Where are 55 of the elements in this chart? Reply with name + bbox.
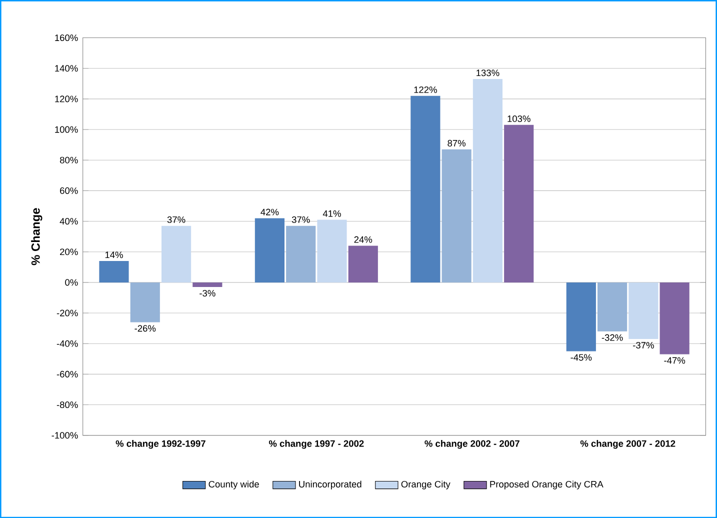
- data-label: 24%: [354, 236, 372, 243]
- bar: [317, 220, 347, 282]
- data-label: 42%: [260, 208, 279, 216]
- bar: [130, 282, 160, 322]
- data-label: 87%: [448, 140, 466, 146]
- x-tick-label: % change 1997 - 2002: [268, 440, 364, 449]
- bar: [472, 78, 503, 282]
- y-tick-label: 0%: [65, 279, 78, 286]
- bar: [161, 226, 192, 282]
- legend-label: County wide: [208, 480, 259, 490]
- data-label: -26%: [134, 325, 156, 332]
- bar: [597, 282, 628, 332]
- bar: [348, 246, 378, 282]
- data-label: 103%: [508, 115, 530, 122]
- y-tick-label: -80%: [56, 401, 78, 408]
- y-tick-label: -40%: [56, 340, 78, 347]
- data-label: 37%: [167, 216, 186, 223]
- bar: [192, 282, 222, 287]
- bar: [504, 124, 534, 282]
- data-label: 37%: [292, 216, 310, 223]
- x-tick-label: % change 1992-1997: [116, 440, 206, 449]
- y-axis-title: % Change: [31, 208, 42, 266]
- data-label: -45%: [570, 354, 592, 361]
- bar: [99, 260, 129, 282]
- data-label: -37%: [633, 342, 654, 348]
- x-tick-label: % change 2002 - 2007: [424, 440, 520, 449]
- data-label: 122%: [414, 86, 437, 93]
- y-tick-label: 100%: [55, 126, 78, 133]
- x-tick-label: % change 2007 - 2012: [580, 440, 676, 449]
- bar: [410, 96, 440, 282]
- y-tick-label: -100%: [52, 432, 78, 439]
- bar: [254, 218, 284, 282]
- y-tick-label: 120%: [55, 96, 78, 102]
- y-tick-label: 20%: [60, 248, 78, 256]
- legend-label: Unincorporated: [299, 480, 362, 490]
- bar: [566, 282, 596, 352]
- bar: [660, 282, 690, 354]
- data-label: -3%: [200, 290, 216, 296]
- y-tick-label: -60%: [56, 370, 78, 378]
- legend-label: Orange City: [401, 480, 450, 490]
- y-tick-label: 140%: [55, 64, 78, 72]
- bar: [628, 282, 658, 339]
- y-tick-label: 80%: [60, 156, 78, 164]
- data-label: 133%: [476, 69, 500, 76]
- y-tick-label: 60%: [60, 187, 78, 194]
- data-label: -47%: [664, 357, 686, 364]
- y-tick-label: 160%: [55, 34, 78, 41]
- data-label: 41%: [322, 210, 341, 217]
- legend-label: Proposed Orange City CRA: [490, 480, 604, 490]
- data-label: 14%: [105, 252, 123, 258]
- bar: [442, 149, 472, 282]
- y-tick-label: -20%: [56, 310, 78, 316]
- bar: [286, 226, 316, 282]
- y-tick-label: 40%: [60, 218, 78, 224]
- data-label: -32%: [602, 334, 623, 341]
